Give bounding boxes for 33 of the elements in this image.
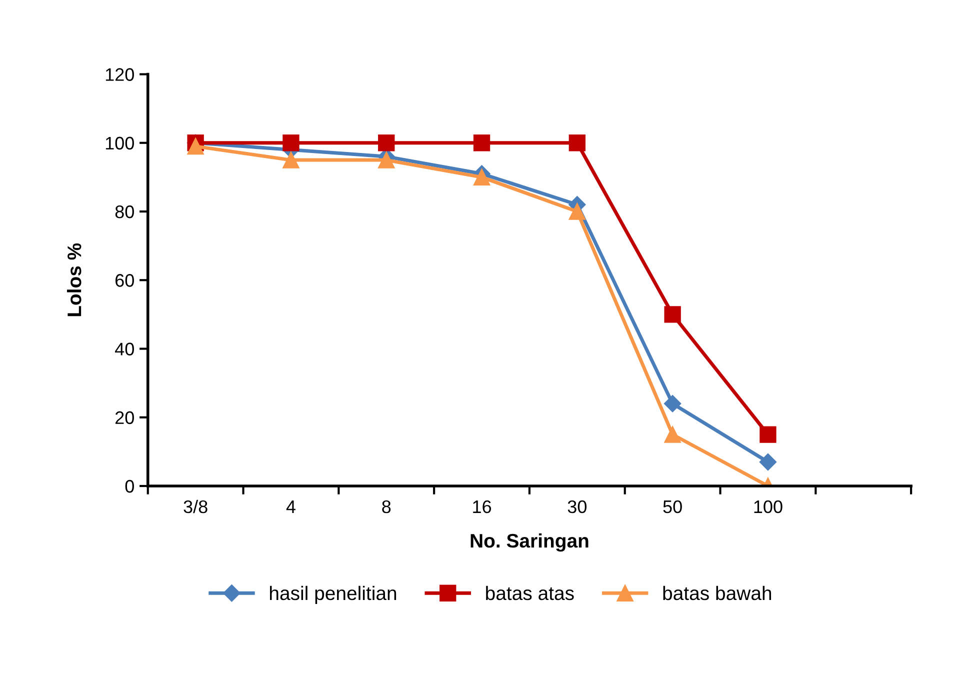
y-tick-label: 40 bbox=[115, 342, 134, 356]
point bbox=[187, 138, 204, 155]
legend-label: batas bawah bbox=[663, 586, 772, 600]
point bbox=[664, 426, 681, 443]
point bbox=[568, 203, 586, 220]
y-tick-label: 0 bbox=[125, 480, 134, 493]
point bbox=[664, 306, 681, 323]
x-tick-label: 3/8 bbox=[184, 500, 208, 514]
point bbox=[664, 395, 682, 412]
point bbox=[759, 453, 777, 471]
y-tick-label: 80 bbox=[115, 205, 134, 218]
x-axis-title: No. Saringan bbox=[470, 533, 588, 552]
x-tick-label: 8 bbox=[382, 500, 391, 514]
point bbox=[282, 134, 300, 152]
point bbox=[378, 152, 395, 168]
x-tick-label: 50 bbox=[663, 500, 682, 514]
y-tick-label: 60 bbox=[116, 274, 134, 287]
point bbox=[760, 426, 776, 443]
point bbox=[473, 168, 490, 186]
legend-label: batas atas bbox=[486, 586, 574, 600]
point bbox=[378, 134, 395, 152]
y-tick-label: 100 bbox=[106, 136, 134, 150]
x-tick-label: 30 bbox=[568, 500, 587, 514]
x-tick-label: 16 bbox=[473, 500, 492, 514]
point bbox=[473, 134, 490, 152]
y-tick-label: 20 bbox=[116, 411, 134, 424]
y-axis-title: Lolos % bbox=[66, 243, 82, 316]
legend-label: hasil penelitian bbox=[270, 586, 396, 604]
x-tick-label: 100 bbox=[754, 500, 782, 514]
x-tick-label: 4 bbox=[286, 500, 296, 513]
point bbox=[568, 134, 586, 152]
point bbox=[282, 152, 300, 168]
y-tick-label: 120 bbox=[106, 68, 134, 81]
